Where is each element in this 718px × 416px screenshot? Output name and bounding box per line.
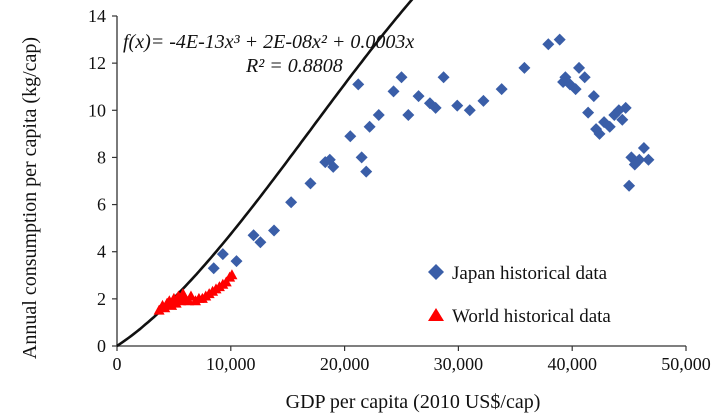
japan-data-point (395, 71, 408, 84)
japan-data-point (402, 109, 415, 121)
japan-data-point (230, 255, 243, 268)
japan-data-point (603, 120, 616, 133)
japan-data-point (387, 85, 400, 98)
y-tick-label: 2 (97, 289, 106, 309)
plot-area: 0 10,000 20,000 30,000 40,000 50,000 0 2 4 6 8 10 1… (88, 0, 711, 374)
japan-data-point (642, 153, 655, 166)
japan-data-point (344, 130, 357, 143)
japan-data-point (582, 106, 595, 119)
series-japan (207, 33, 655, 275)
japan-data-point (619, 101, 632, 114)
legend: Japan historical data World historical d… (428, 263, 611, 327)
japan-data-point (327, 160, 340, 173)
japan-data-point (363, 120, 376, 133)
y-tick-label: 0 (97, 336, 106, 356)
legend-label-world: World historical data (452, 306, 611, 327)
y-tick-label: 6 (97, 195, 106, 215)
japan-data-point (437, 71, 450, 84)
japan-data-point (360, 165, 373, 178)
trendline (116, 0, 414, 348)
japan-data-point (352, 78, 365, 91)
y-tick-label: 4 (97, 242, 106, 262)
japan-data-point (633, 153, 646, 166)
japan-data-point (355, 151, 368, 164)
x-tick-label: 10,000 (206, 354, 256, 374)
japan-data-point (372, 109, 385, 121)
japan-data-point (542, 38, 555, 51)
legend-label-japan: Japan historical data (452, 263, 608, 284)
japan-data-point (463, 104, 476, 117)
japan-data-point (587, 90, 600, 103)
japan-data-point (285, 196, 298, 209)
japan-data-point (451, 99, 464, 112)
japan-data-point (216, 248, 229, 261)
japan-data-point (477, 94, 490, 107)
japan-data-point (495, 83, 508, 96)
y-ticks: 0 2 4 6 8 10 12 14 (88, 6, 117, 356)
y-tick-label: 8 (97, 147, 106, 167)
world-data-point (226, 269, 238, 280)
japan-data-point (247, 229, 260, 242)
japan-data-point (207, 262, 220, 275)
japan-data-point (254, 236, 267, 249)
legend-marker-japan (428, 264, 444, 280)
japan-data-point (623, 179, 636, 192)
x-tick-label: 30,000 (434, 354, 484, 374)
japan-data-point (569, 83, 582, 96)
y-tick-label: 10 (88, 100, 106, 120)
japan-data-point (553, 33, 566, 46)
japan-data-point (578, 71, 591, 84)
x-tick-label: 20,000 (320, 354, 370, 374)
y-tick-label: 12 (88, 53, 106, 73)
y-axis-label: Annual consumption per capita (kg/cap) (19, 37, 41, 359)
x-tick-label: 50,000 (661, 354, 711, 374)
japan-data-point (412, 90, 425, 103)
x-tick-label: 0 (113, 354, 122, 374)
japan-data-point (616, 113, 629, 126)
japan-data-point (429, 101, 442, 114)
world-data-point (185, 290, 197, 301)
y-tick-label: 14 (88, 6, 106, 26)
x-ticks: 0 10,000 20,000 30,000 40,000 50,000 (113, 346, 711, 374)
japan-data-point (593, 127, 606, 140)
japan-data-point (268, 224, 281, 237)
x-tick-label: 40,000 (547, 354, 597, 374)
equation-line-2: R² = 0.8808 (245, 55, 343, 77)
japan-data-point (304, 177, 317, 190)
japan-data-point (637, 142, 650, 154)
japan-data-point (518, 61, 531, 74)
x-axis-label: GDP per capita (2010 US$/cap) (286, 391, 541, 413)
series-world (153, 269, 238, 315)
equation-line-1: f(x)= -4E-13x³ + 2E-08x² + 0.0003x (123, 31, 414, 53)
japan-data-point (573, 61, 586, 74)
legend-marker-world (428, 308, 444, 321)
